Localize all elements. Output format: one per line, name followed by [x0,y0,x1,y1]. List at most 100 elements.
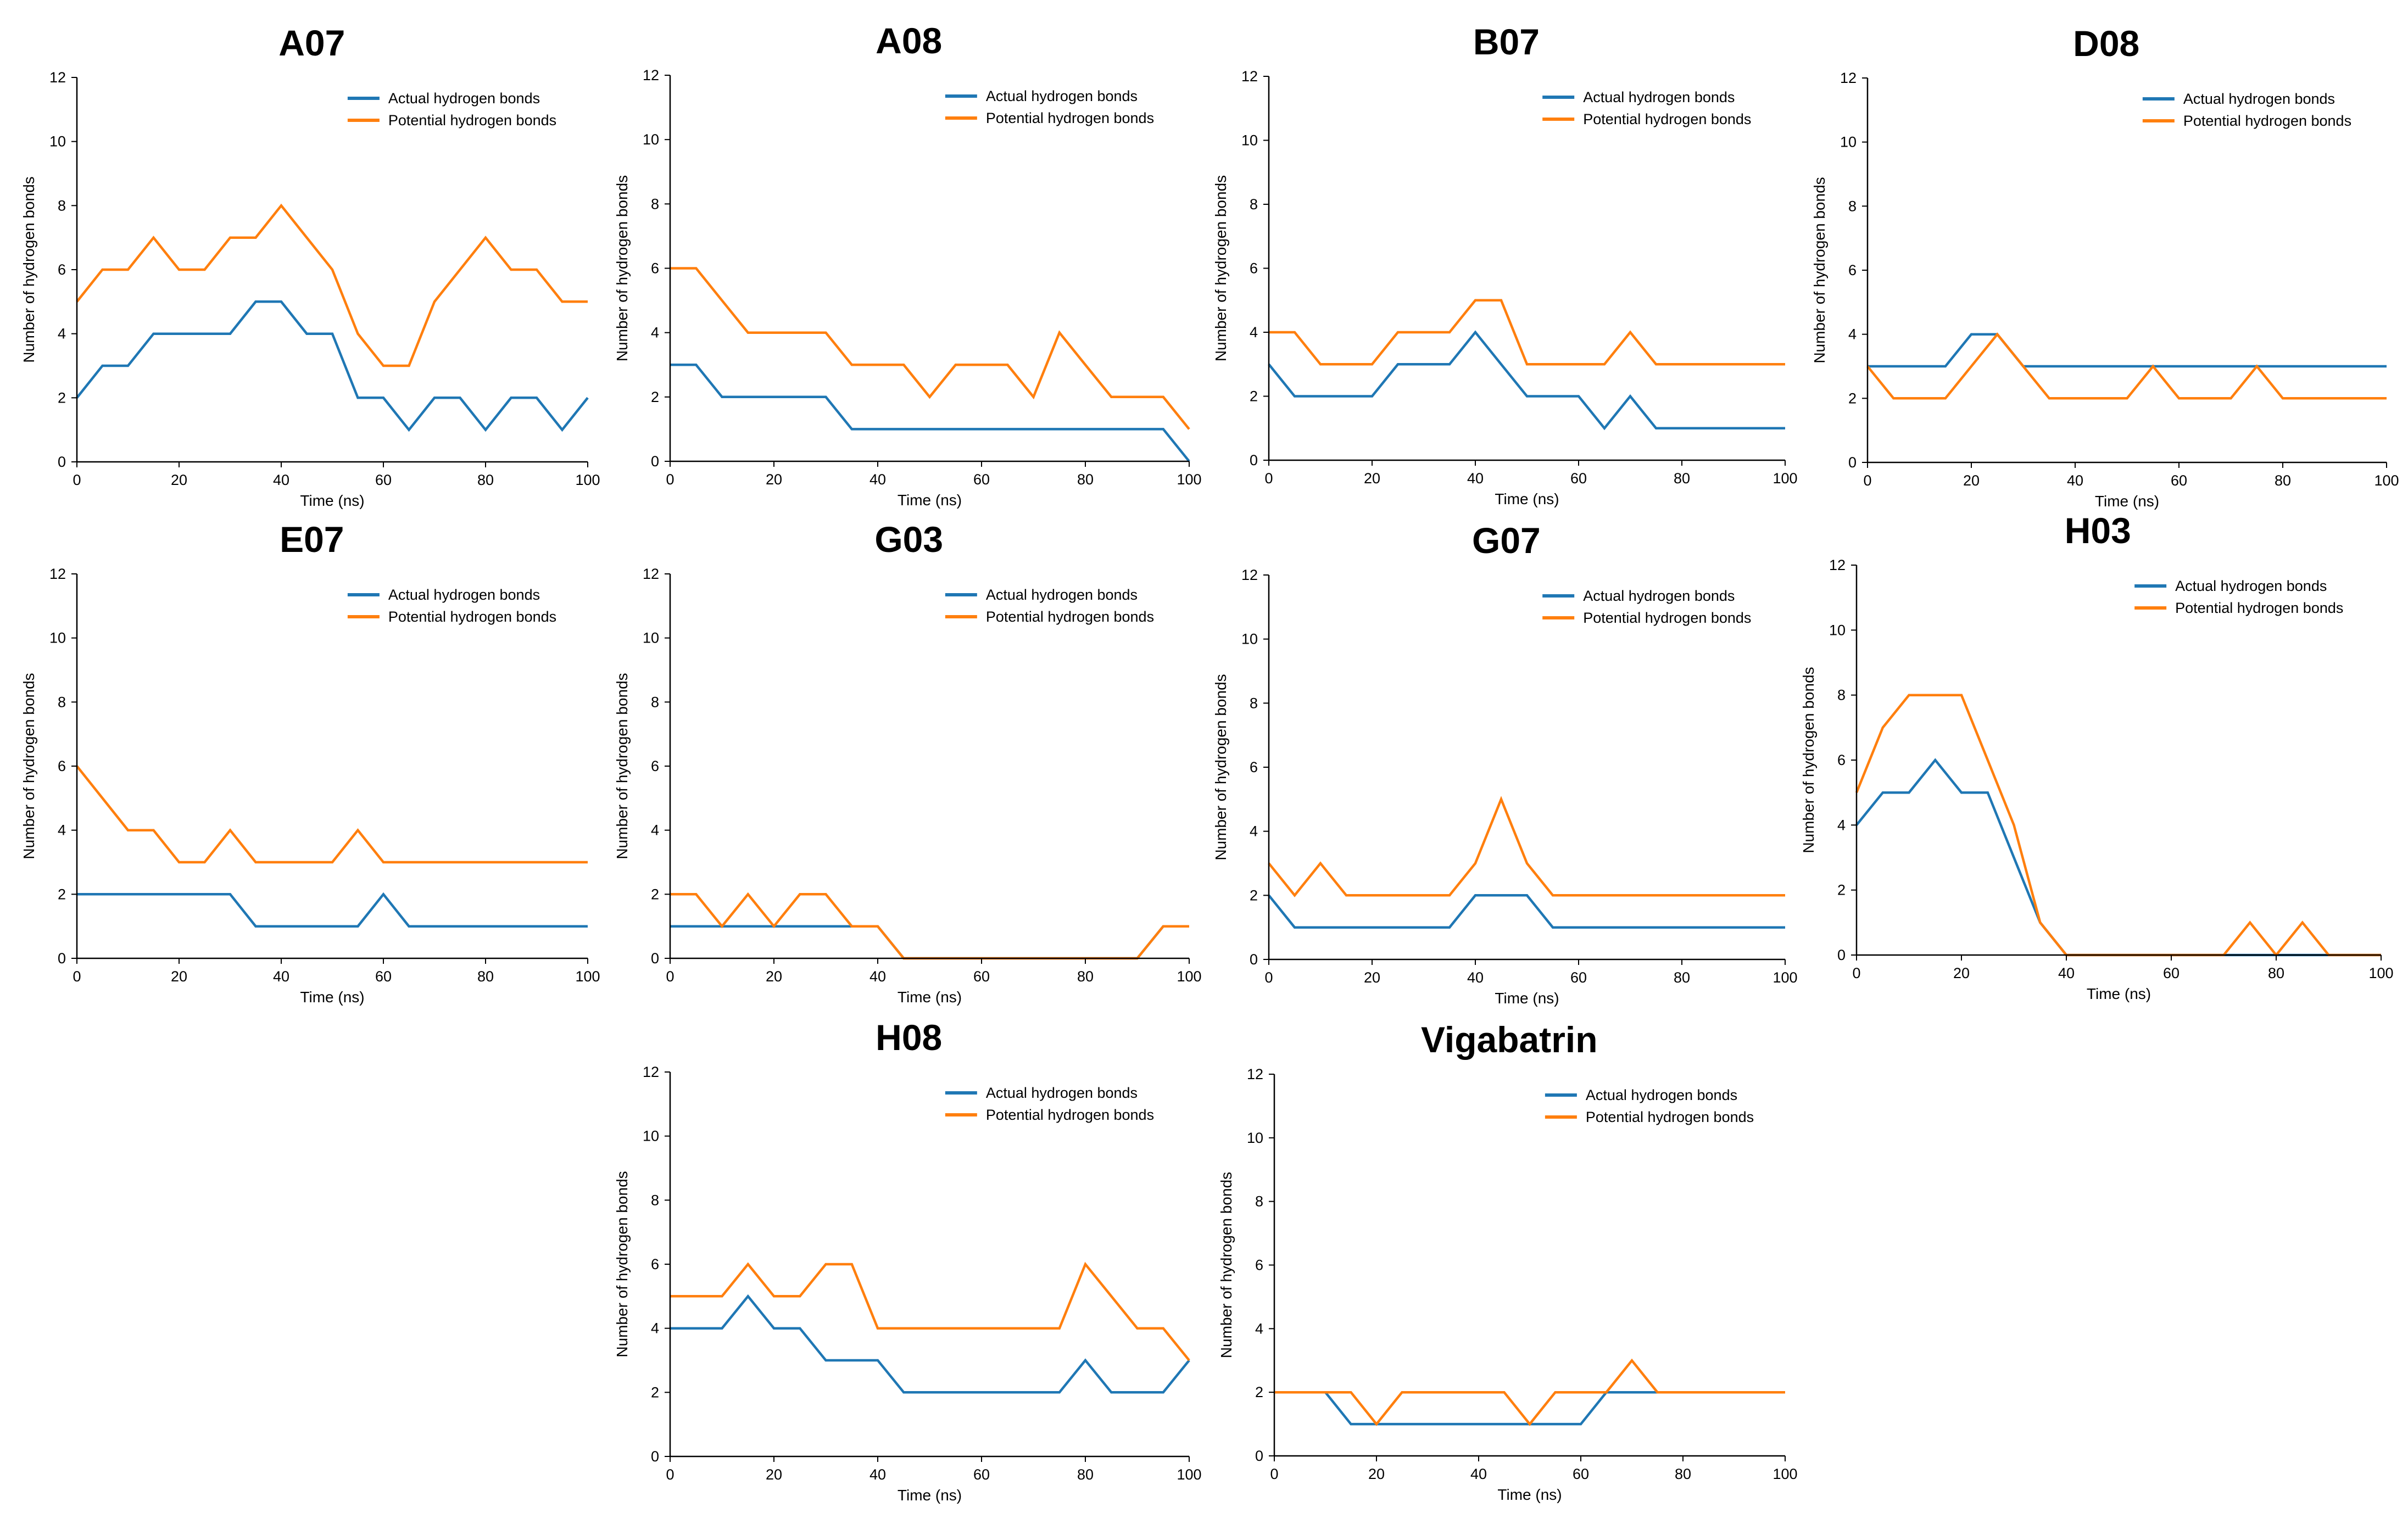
y-axis-label: Number of hydrogen bonds [1212,674,1229,860]
x-tick-label: 80 [477,968,494,985]
legend-entry-actual-hydrogen-bonds: Actual hydrogen bonds [1583,588,1735,604]
chart-panel-g07: G07 0 20 40 60 80 100 0 2 4 6 8 10 12 Time (ns) Number … [1212,520,1798,1007]
chart-title: G03 [874,519,943,560]
chart-title: A08 [876,20,942,61]
y-tick-label: 2 [651,886,659,902]
y-axis-label: Number of hydrogen bonds [1218,1172,1235,1358]
y-tick-label: 0 [651,1448,659,1465]
legend: Actual hydrogen bonds Potential hydrogen … [945,1085,1154,1123]
y-tick-label: 6 [1255,1257,1263,1274]
x-axis-label: Time (ns) [1495,990,1559,1007]
x-tick-label: 40 [2058,965,2075,981]
y-tick-label: 10 [1829,622,1846,638]
x-tick-label: 80 [1674,969,1690,986]
y-tick-label: 2 [1848,390,1857,406]
chart-title: A07 [278,23,345,63]
x-tick-label: 100 [2368,965,2393,981]
x-tick-label: 0 [1852,965,1860,981]
x-tick-label: 100 [1177,968,1201,985]
y-tick-label: 0 [1250,452,1258,468]
legend-entry-actual-hydrogen-bonds: Actual hydrogen bonds [388,90,540,107]
x-tick-label: 60 [375,472,392,488]
legend-entry-potential-hydrogen-bonds: Potential hydrogen bonds [986,608,1154,625]
y-tick-label: 0 [651,453,659,470]
x-tick-label: 20 [766,1466,782,1483]
y-tick-label: 4 [651,325,659,341]
y-tick-label: 12 [643,566,659,582]
series-line-potential-hydrogen-bonds [1268,796,1785,897]
y-tick-label: 0 [651,950,659,967]
y-tick-label: 6 [651,260,659,277]
y-tick-label: 12 [1241,567,1258,583]
x-axis-label: Time (ns) [2095,493,2159,510]
chart-panel-h03: H03 0 20 40 60 80 100 0 2 4 6 8 10 12 Time (ns) Number … [1800,510,2394,1002]
x-axis-label: Time (ns) [898,989,962,1006]
y-tick-label: 4 [651,1320,659,1337]
y-tick-label: 8 [1848,198,1857,214]
y-tick-label: 8 [1250,196,1258,213]
y-tick-label: 2 [651,389,659,405]
series-line-actual-hydrogen-bonds [77,892,588,928]
y-tick-label: 10 [49,133,66,150]
legend-entry-actual-hydrogen-bonds: Actual hydrogen bonds [2183,91,2335,107]
x-tick-label: 0 [1270,1466,1278,1482]
chart-title: E07 [280,519,344,560]
legend-entry-potential-hydrogen-bonds: Potential hydrogen bonds [388,112,556,129]
x-tick-label: 40 [273,472,289,488]
y-tick-label: 6 [651,1256,659,1272]
x-tick-label: 80 [1674,470,1690,487]
y-tick-label: 0 [1250,951,1258,968]
x-tick-label: 60 [973,471,990,488]
y-tick-label: 4 [651,822,659,839]
x-tick-label: 40 [1467,470,1484,487]
chart-title: G07 [1472,520,1541,561]
series-line-actual-hydrogen-bonds [76,300,589,432]
y-tick-label: 6 [1250,759,1258,775]
x-tick-label: 60 [1573,1466,1589,1482]
y-tick-label: 10 [1241,631,1258,647]
x-axis-label: Time (ns) [300,492,364,509]
legend-entry-potential-hydrogen-bonds: Potential hydrogen bonds [1586,1109,1754,1125]
x-tick-label: 20 [1368,1466,1385,1482]
x-tick-label: 0 [1863,472,1871,489]
chart-panel-a07: A07 0 20 40 60 80 100 0 2 4 6 8 10 12 Time (ns) Number … [20,23,600,509]
y-axis-label: Number of hydrogen bonds [20,673,37,859]
x-tick-label: 0 [666,968,674,985]
legend-entry-actual-hydrogen-bonds: Actual hydrogen bonds [1583,89,1735,105]
series-line-potential-hydrogen-bonds [670,267,1190,430]
y-tick-label: 2 [1250,887,1258,903]
x-tick-label: 20 [171,472,187,488]
x-tick-label: 60 [2163,965,2180,981]
y-tick-label: 8 [1250,695,1258,711]
series-line-actual-hydrogen-bonds [670,925,1189,960]
series-line-actual-hydrogen-bonds [1868,333,2387,368]
y-tick-label: 2 [1250,388,1258,405]
x-tick-label: 40 [1470,1466,1487,1482]
y-tick-label: 8 [58,197,66,214]
y-tick-label: 12 [643,67,659,83]
chart-panel-b07: B07 0 20 40 60 80 100 0 2 4 6 8 10 12 Time (ns) Number … [1212,21,1798,507]
x-tick-label: 0 [666,471,674,488]
x-axis-label: Time (ns) [300,989,364,1006]
legend: Actual hydrogen bonds Potential hydrogen … [1545,1087,1754,1125]
y-tick-label: 12 [1241,68,1258,85]
x-tick-label: 0 [1264,470,1273,487]
x-tick-label: 40 [273,968,289,985]
series-line-potential-hydrogen-bonds [1269,299,1785,366]
legend-entry-potential-hydrogen-bonds: Potential hydrogen bonds [388,608,556,625]
chart-title: B07 [1473,21,1540,62]
legend-entry-potential-hydrogen-bonds: Potential hydrogen bonds [2175,600,2343,616]
x-tick-label: 100 [1772,1466,1797,1482]
y-tick-label: 2 [1255,1384,1263,1400]
y-tick-label: 10 [1247,1130,1263,1146]
y-tick-label: 8 [651,196,659,212]
y-tick-label: 6 [58,758,66,774]
x-tick-label: 40 [2067,472,2083,489]
x-axis-label: Time (ns) [2087,985,2151,1002]
y-tick-label: 4 [1250,823,1258,840]
y-tick-label: 2 [651,1384,659,1400]
chart-title: H08 [876,1017,942,1058]
y-tick-label: 0 [1837,947,1846,963]
x-tick-label: 20 [1364,470,1380,487]
